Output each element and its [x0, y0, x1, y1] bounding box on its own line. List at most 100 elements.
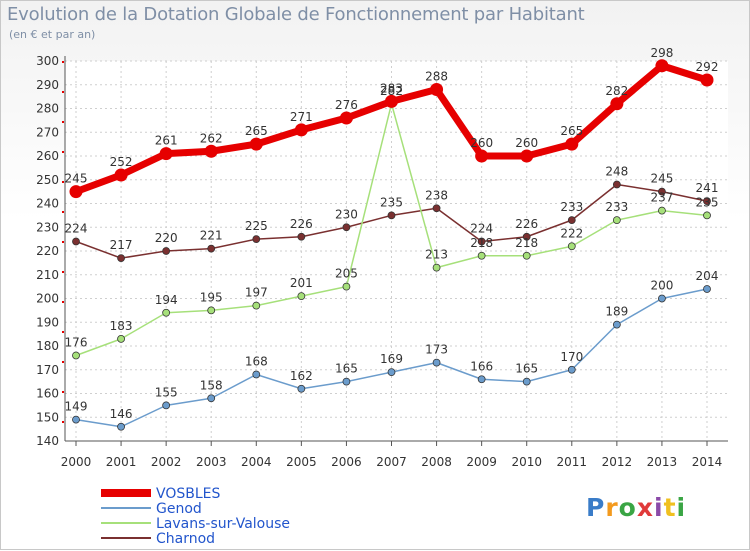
y-tick-label: 210	[36, 268, 59, 282]
data-label: 165	[335, 362, 358, 376]
data-point	[252, 235, 261, 244]
data-point	[658, 294, 666, 303]
y-tick-label: 150	[36, 410, 59, 424]
y-tick-label: 190	[36, 315, 59, 329]
data-point	[567, 242, 576, 251]
data-point	[249, 137, 263, 151]
data-point	[117, 254, 125, 263]
data-label: 146	[110, 407, 133, 421]
data-point	[522, 251, 531, 260]
data-point	[297, 384, 306, 393]
data-point	[522, 232, 531, 241]
data-point	[432, 263, 441, 272]
data-point	[342, 377, 351, 386]
data-point	[385, 94, 398, 108]
data-label: 166	[470, 359, 493, 373]
data-label: 237	[650, 191, 673, 205]
data-point	[477, 375, 486, 384]
data-point	[117, 422, 125, 431]
data-point	[477, 237, 486, 246]
data-point	[294, 123, 308, 137]
data-point	[342, 282, 351, 291]
data-label: 200	[650, 279, 673, 293]
y-tick-label: 160	[36, 387, 59, 401]
legend-label: Charnod	[156, 531, 215, 547]
data-label: 261	[155, 134, 178, 148]
data-point	[703, 285, 711, 293]
chart-subtitle: (en € et par an)	[9, 28, 96, 41]
data-label: 226	[515, 217, 538, 231]
data-label: 276	[335, 98, 358, 112]
data-point	[162, 401, 171, 410]
y-tick-label: 270	[36, 125, 59, 139]
x-tick-label: 2007	[376, 455, 407, 469]
legend-label: VOSBLES	[156, 486, 220, 502]
legend-label: Lavans-sur-Valouse	[156, 516, 290, 532]
data-label: 222	[560, 226, 583, 240]
data-label: 226	[290, 217, 313, 231]
data-label: 241	[696, 181, 719, 195]
data-label: 262	[200, 131, 223, 145]
data-point	[342, 223, 351, 232]
data-label: 162	[290, 369, 313, 383]
y-tick-label: 140	[36, 434, 59, 448]
data-point	[387, 211, 396, 220]
data-label: 292	[696, 60, 719, 74]
data-label: 245	[65, 172, 88, 186]
data-point	[297, 232, 306, 241]
data-label: 271	[290, 110, 313, 124]
data-point	[703, 197, 711, 206]
x-tick-label: 2013	[647, 455, 678, 469]
data-label: 170	[560, 350, 583, 364]
data-label: 230	[335, 207, 358, 221]
x-tick-label: 2012	[602, 455, 633, 469]
data-point	[72, 415, 80, 424]
data-label: 288	[425, 70, 448, 84]
data-label: 282	[605, 84, 628, 98]
data-point	[658, 187, 666, 196]
data-label: 221	[200, 229, 223, 243]
data-point	[520, 149, 534, 163]
data-point	[475, 149, 489, 163]
data-point	[432, 358, 441, 367]
data-label: 197	[245, 286, 268, 300]
data-label: 218	[470, 236, 493, 250]
data-label: 224	[65, 222, 88, 236]
data-label: 298	[650, 46, 673, 60]
x-tick-label: 2006	[331, 455, 362, 469]
data-label: 224	[470, 222, 493, 236]
proxiti-logo: Proxiti	[586, 493, 687, 522]
data-label: 220	[155, 231, 178, 245]
data-point	[72, 237, 80, 246]
data-point	[297, 292, 306, 301]
data-point	[72, 351, 80, 360]
data-label: 260	[515, 136, 538, 150]
data-point	[477, 251, 486, 260]
data-label: 158	[200, 378, 223, 392]
data-label: 218	[515, 236, 538, 250]
data-label: 183	[110, 319, 133, 333]
data-label: 233	[605, 200, 628, 214]
chart-title: Evolution de la Dotation Globale de Fonc…	[7, 4, 585, 25]
data-point	[162, 247, 171, 255]
data-label: 195	[200, 290, 223, 304]
y-tick-label: 280	[36, 102, 59, 116]
data-point	[432, 204, 441, 213]
y-tick-label: 250	[36, 173, 59, 187]
y-tick-label: 290	[36, 78, 59, 92]
data-label: 149	[65, 400, 88, 414]
data-point	[252, 370, 261, 379]
data-point	[117, 334, 125, 343]
data-point	[700, 73, 714, 87]
data-label: 265	[560, 124, 583, 138]
data-point	[703, 211, 711, 220]
data-label: 173	[425, 343, 448, 357]
y-tick-label: 220	[36, 244, 59, 258]
data-point	[207, 244, 216, 253]
data-point	[252, 301, 261, 310]
data-label: 168	[245, 355, 268, 369]
data-label: 248	[605, 165, 628, 179]
x-tick-label: 2009	[466, 455, 497, 469]
data-point	[207, 306, 216, 315]
data-point	[207, 394, 216, 403]
